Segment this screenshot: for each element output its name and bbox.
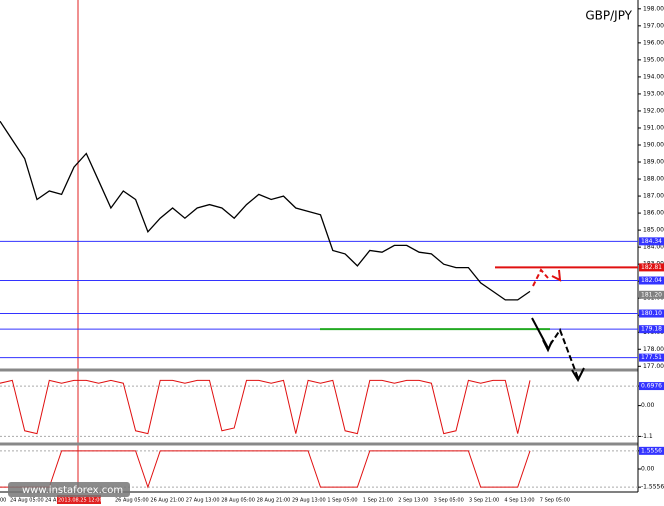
y-tick-label: 184.00 xyxy=(643,244,664,251)
y-tick-label: 0.6976 xyxy=(641,383,662,390)
x-tick-label: 24 A xyxy=(45,498,57,504)
arrow-head xyxy=(571,367,585,383)
y-tick-label: 187.00 xyxy=(643,193,664,200)
indicator-line xyxy=(0,379,531,435)
y-tick-label: 188.00 xyxy=(643,176,664,183)
level-label-box xyxy=(639,290,664,299)
y-tick-label: 190.00 xyxy=(643,141,664,148)
x-tick-label: 24 Aug 05:00 xyxy=(10,498,44,504)
x-tick-label: 1 Sep 21:00 xyxy=(363,498,393,504)
y-tick-label: 0.00 xyxy=(641,466,655,473)
level-label-box xyxy=(639,309,664,318)
y-tick-label: 193.00 xyxy=(643,90,664,97)
level-label-box xyxy=(639,237,664,246)
x-tick-label: 4 Sep 13:00 xyxy=(504,498,534,504)
x-tick-label: 28 Aug 05:00 xyxy=(221,498,255,504)
red-forecast xyxy=(532,268,549,287)
y-tick-label: 198.00 xyxy=(643,5,664,12)
level-label: 180.10 xyxy=(641,310,662,317)
level-label: 184.34 xyxy=(641,238,662,245)
y-tick-label: 197.00 xyxy=(643,22,664,29)
x-tick-label: 28 Aug 21:00 xyxy=(257,498,291,504)
watermark: www.instaforex.com xyxy=(22,485,123,496)
plot-area: 177.00178.00179.00180.00181.00182.00183.… xyxy=(0,5,664,504)
x-tick-label: 7 Sep 05:00 xyxy=(540,498,570,504)
y-tick-label: 177.00 xyxy=(643,363,664,370)
level-label-box xyxy=(639,263,664,272)
x-tick-label: 00 xyxy=(0,498,6,504)
series-line xyxy=(0,120,531,301)
black-forecast-dashed xyxy=(549,327,579,379)
x-label-highlight xyxy=(57,495,101,504)
red-arrow-head xyxy=(551,269,562,282)
y-tick-label: 195.00 xyxy=(643,56,664,63)
tick-label-box xyxy=(639,446,664,455)
indicator-line xyxy=(0,450,531,489)
x-tick-label: 1 Sep 05:00 xyxy=(327,498,357,504)
x-tick-label: 26 Aug 05:00 xyxy=(115,498,149,504)
watermark-box xyxy=(8,482,130,497)
y-tick-label: -1.5556 xyxy=(641,484,664,491)
level-label: 181.20 xyxy=(641,291,662,298)
chart-title: GBP/JPY xyxy=(585,9,632,23)
level-label-box xyxy=(639,276,664,285)
y-tick-label: 191.00 xyxy=(643,124,664,131)
y-tick-label: 178.00 xyxy=(643,346,664,353)
y-tick-label: 185.00 xyxy=(643,227,664,234)
x-tick-label: 29 Aug 13:00 xyxy=(292,498,326,504)
y-tick-label: 196.00 xyxy=(643,39,664,46)
x-tick-label: 27 Aug 13:00 xyxy=(186,498,220,504)
forecast-arrows xyxy=(531,268,585,383)
y-tick-label: 186.00 xyxy=(643,210,664,217)
level-label: 177.51 xyxy=(641,354,662,361)
y-tick-label: 192.00 xyxy=(643,107,664,114)
x-tick-label: 3 Sep 21:00 xyxy=(469,498,499,504)
level-label: 182.81 xyxy=(641,264,662,271)
y-tick-label: -1.1 xyxy=(641,433,653,440)
y-tick-label: 0.00 xyxy=(641,402,655,409)
y-tick-label: 1.5556 xyxy=(641,447,662,454)
level-label: 179.18 xyxy=(641,326,662,333)
x-tick-label: 26 Aug 21:00 xyxy=(150,498,184,504)
tick-label-box xyxy=(639,382,664,391)
x-tick-label: 2 Sep 13:00 xyxy=(398,498,428,504)
x-tick-label: 2013.08.25 12:00 xyxy=(58,498,103,504)
x-tick-label: 3 Sep 05:00 xyxy=(434,498,464,504)
level-label: 182.04 xyxy=(641,277,662,284)
y-tick-label: 189.00 xyxy=(643,159,664,166)
level-label-box xyxy=(639,325,664,334)
level-label-box xyxy=(639,353,664,362)
y-tick-label: 194.00 xyxy=(643,73,664,80)
